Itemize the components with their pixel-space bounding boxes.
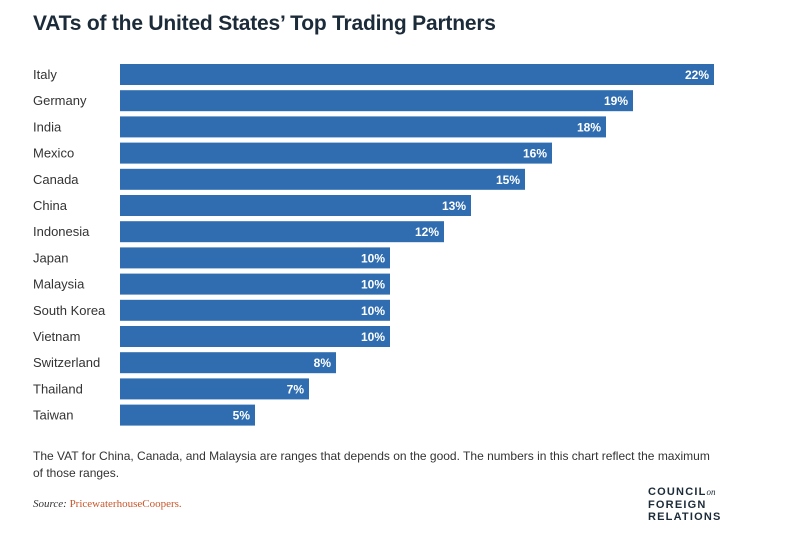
bar [120, 352, 336, 374]
chart-title: VATs of the United States’ Top Trading P… [33, 12, 496, 35]
category-label: Indonesia [33, 224, 90, 239]
category-label: Vietnam [33, 329, 80, 344]
value-label: 10% [361, 278, 385, 292]
bar [120, 378, 309, 400]
bar [120, 326, 390, 347]
category-label: Switzerland [33, 355, 100, 370]
value-label: 18% [577, 120, 601, 134]
value-label: 16% [523, 147, 547, 161]
bar [120, 142, 552, 164]
value-label: 10% [361, 330, 385, 344]
bar [120, 299, 390, 321]
bar [120, 64, 714, 85]
bar [120, 90, 633, 112]
value-label: 12% [415, 225, 439, 239]
category-label: Thailand [33, 381, 83, 396]
bar [120, 273, 390, 295]
category-label: Malaysia [33, 277, 85, 292]
value-label: 7% [287, 382, 305, 396]
bar-chart: Italy 22% Germany 19% India 18% Mexico 16% Canad… [33, 64, 714, 426]
logo-line-foreign: FOREIGN [648, 498, 707, 511]
category-label: China [33, 198, 68, 213]
logo-line-council: COUNCILon [648, 486, 716, 498]
category-label: Mexico [33, 146, 74, 161]
value-label: 13% [442, 199, 466, 213]
category-label: Taiwan [33, 408, 73, 423]
value-label: 22% [685, 68, 709, 82]
category-label: South Korea [33, 303, 106, 318]
value-label: 10% [361, 251, 385, 265]
category-label: Italy [33, 67, 57, 82]
logo-line-relations: RELATIONS [648, 511, 722, 523]
value-label: 19% [604, 94, 628, 108]
bar [120, 221, 444, 243]
bar [120, 247, 390, 269]
source-prefix: Source: [33, 498, 67, 510]
bar [120, 116, 606, 138]
source-line: Source: PricewaterhouseCoopers. [33, 498, 182, 510]
category-label: Japan [33, 250, 68, 265]
chart-footnote: The VAT for China, Canada, and Malaysia … [33, 449, 710, 480]
category-label: India [33, 119, 62, 134]
value-label: 5% [233, 409, 251, 423]
value-label: 10% [361, 304, 385, 318]
category-label: Germany [33, 93, 87, 108]
value-label: 15% [496, 173, 520, 187]
bar [120, 404, 255, 426]
bar [120, 168, 525, 190]
cfr-logo: COUNCILon FOREIGN RELATIONS [648, 486, 722, 524]
category-label: Canada [33, 172, 79, 187]
bar [120, 195, 471, 216]
source-name: PricewaterhouseCoopers. [69, 498, 182, 510]
value-label: 8% [314, 356, 332, 370]
